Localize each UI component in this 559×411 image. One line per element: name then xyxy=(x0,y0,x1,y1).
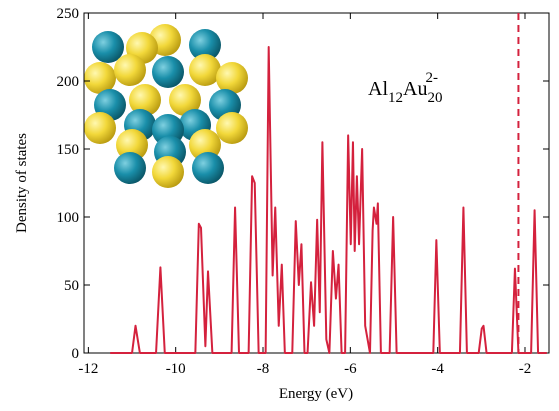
annotation-part: Au xyxy=(403,78,427,100)
y-tick-label: 200 xyxy=(57,74,80,90)
y-tick-label: 0 xyxy=(72,346,80,362)
y-tick-label: 150 xyxy=(57,142,80,158)
x-tick-label: -10 xyxy=(166,361,186,377)
x-tick-label: -6 xyxy=(344,361,357,377)
annotation-part: 2- xyxy=(425,70,438,86)
x-tick-label: -2 xyxy=(519,361,532,377)
series-line xyxy=(110,46,547,354)
y-tick-label: 250 xyxy=(57,6,80,22)
x-tick-label: -4 xyxy=(431,361,444,377)
annotation: Al12Au20 2- xyxy=(368,70,442,106)
x-tick-label: -8 xyxy=(257,361,270,377)
plot-frame xyxy=(83,12,550,354)
y-tick-label: 100 xyxy=(57,210,80,226)
x-axis-label: Energy (eV) xyxy=(279,386,353,402)
y-axis-label: Density of states xyxy=(14,133,30,233)
annotation-part: 12 xyxy=(388,90,403,106)
annotation-part: 20 xyxy=(427,90,442,106)
cluster-image xyxy=(84,24,248,188)
annotation-part: Al xyxy=(368,78,388,100)
y-tick-label: 50 xyxy=(64,278,79,294)
x-tick-label: -12 xyxy=(78,361,98,377)
